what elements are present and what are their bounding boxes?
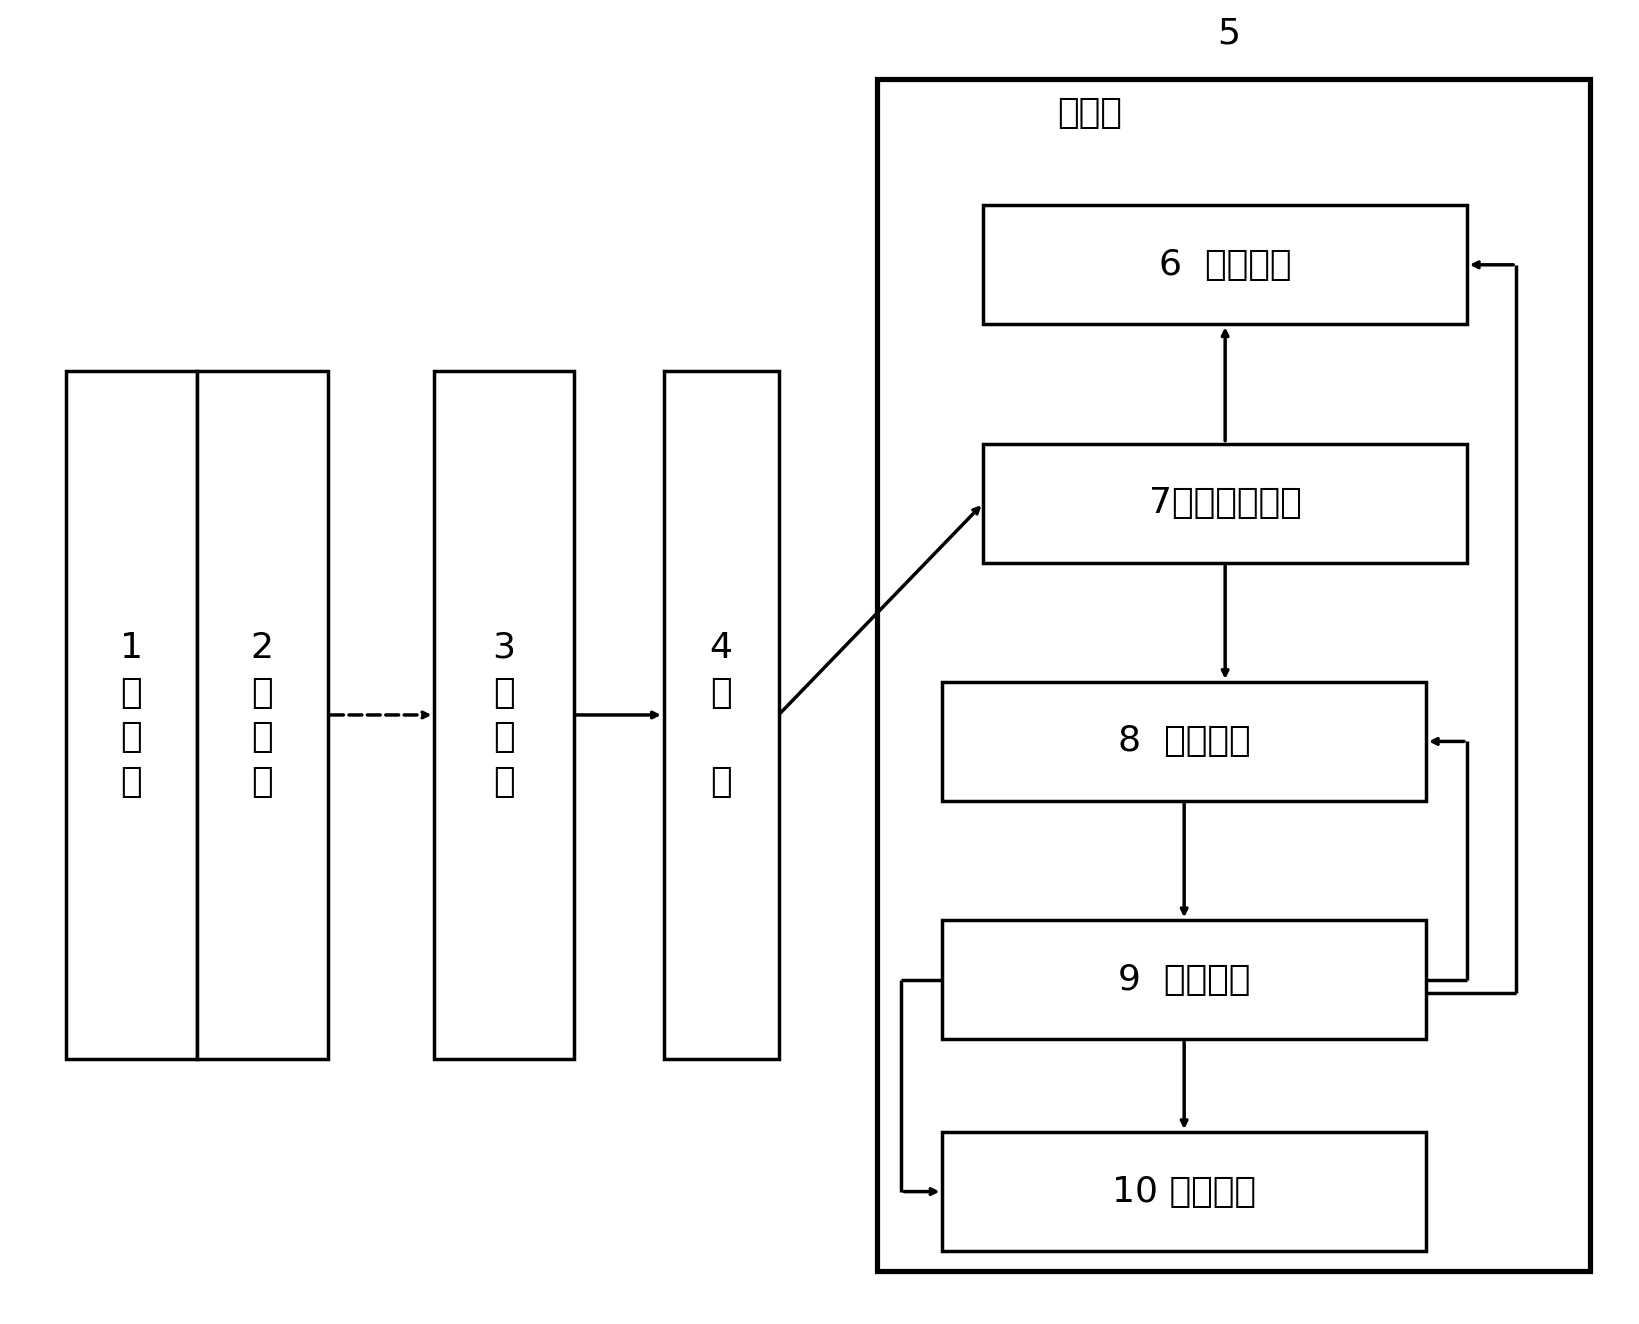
- Bar: [664, 371, 779, 1059]
- Bar: [942, 1132, 1426, 1251]
- Text: 计算机: 计算机: [1057, 95, 1123, 130]
- Text: 9  判断模块: 9 判断模块: [1118, 963, 1251, 997]
- Bar: [983, 205, 1467, 324]
- Text: 4
电

缆: 4 电 缆: [710, 630, 733, 800]
- Bar: [66, 371, 197, 1059]
- Bar: [197, 371, 328, 1059]
- Text: 10 显示模块: 10 显示模块: [1113, 1174, 1255, 1209]
- Bar: [942, 682, 1426, 801]
- Bar: [877, 79, 1590, 1271]
- Text: 8  计算模块: 8 计算模块: [1118, 724, 1251, 759]
- Text: 1
电
子
秤: 1 电 子 秤: [120, 630, 143, 800]
- Text: 3
接
收
器: 3 接 收 器: [492, 630, 516, 800]
- Text: 5: 5: [1218, 16, 1241, 50]
- Text: 7数据采集模块: 7数据采集模块: [1149, 486, 1301, 520]
- Text: 6  存储模块: 6 存储模块: [1159, 248, 1292, 282]
- Bar: [942, 920, 1426, 1039]
- Text: 2
发
射
器: 2 发 射 器: [251, 630, 274, 800]
- Bar: [434, 371, 574, 1059]
- Bar: [983, 444, 1467, 563]
